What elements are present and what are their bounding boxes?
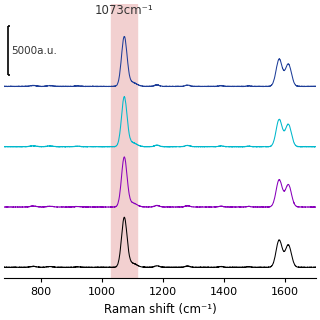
Text: 5000a.u.: 5000a.u.: [11, 46, 57, 56]
X-axis label: Raman shift (cm⁻¹): Raman shift (cm⁻¹): [104, 303, 216, 316]
Text: 1073cm⁻¹: 1073cm⁻¹: [95, 4, 154, 17]
Bar: [111, 4, 137, 278]
